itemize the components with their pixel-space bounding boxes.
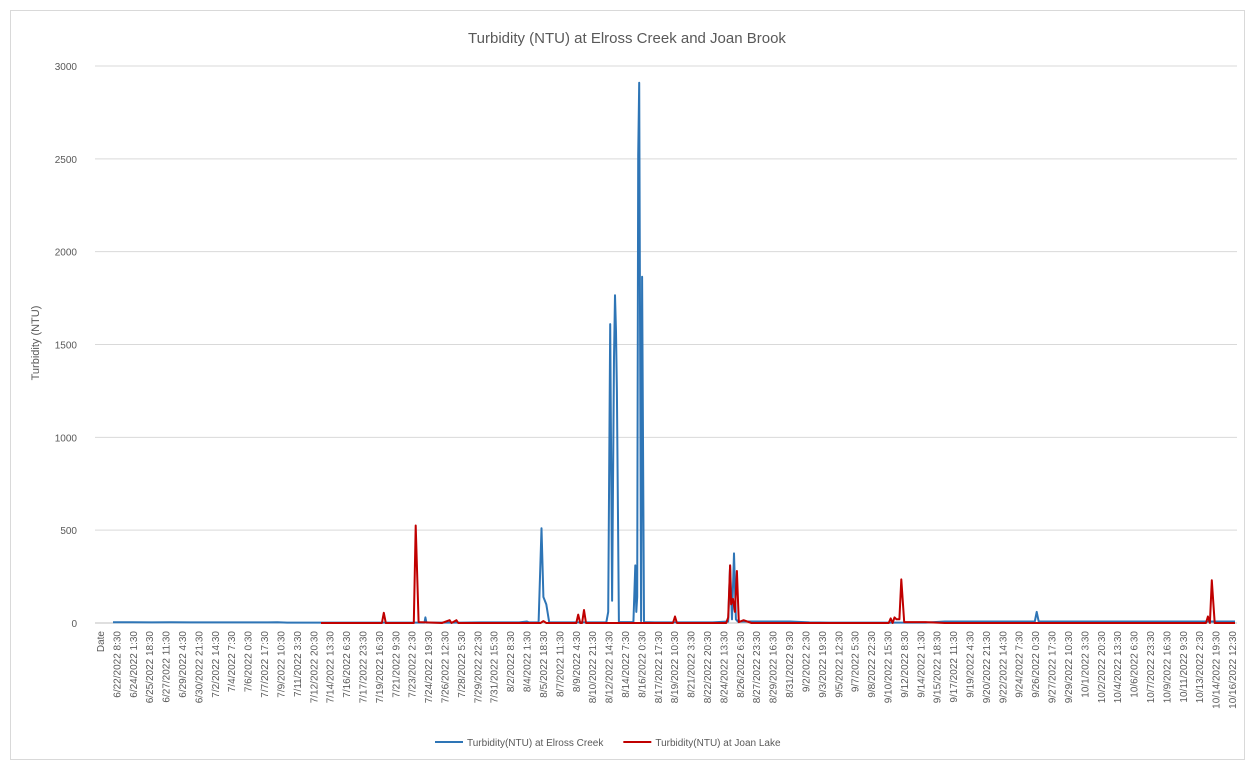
x-tick-label: 6/25/2022 18:30: [145, 631, 156, 704]
x-tick-label: 8/14/2022 7:30: [621, 631, 632, 698]
x-tick-label: 9/26/2022 0:30: [1031, 631, 1042, 698]
x-tick-label: 8/31/2022 9:30: [785, 631, 796, 698]
gridlines: [95, 65, 1237, 624]
x-tick-label: 7/2/2022 14:30: [211, 631, 222, 698]
x-tick-label: 10/9/2022 16:30: [1162, 631, 1173, 704]
x-tick-label: 7/29/2022 22:30: [473, 631, 484, 704]
x-tick-label: 7/19/2022 16:30: [375, 631, 386, 704]
x-tick-label: 8/12/2022 14:30: [605, 631, 616, 704]
chart-svg: Turbidity (NTU) at Elross Creek and Joan…: [30, 30, 1239, 749]
legend-label-0: Turbidity(NTU) at Elross Creek: [467, 738, 604, 749]
x-tick-label: 7/9/2022 10:30: [276, 631, 287, 698]
x-tick-label: 10/7/2022 23:30: [1146, 631, 1157, 704]
x-tick-label: 8/9/2022 4:30: [572, 631, 583, 693]
x-tick-label: 8/22/2022 20:30: [703, 631, 714, 704]
x-tick-label: 9/10/2022 15:30: [883, 631, 894, 704]
x-tick-label: 6/22/2022 8:30: [112, 631, 123, 698]
x-tick-label: 9/17/2022 11:30: [949, 631, 960, 703]
x-tick-label: 9/22/2022 14:30: [998, 631, 1009, 704]
chart-frame: Turbidity (NTU) at Elross Creek and Joan…: [10, 10, 1245, 760]
x-tick-label: 7/7/2022 17:30: [260, 631, 271, 698]
y-tick-label: 2500: [55, 155, 78, 166]
x-tick-label: 7/14/2022 13:30: [326, 631, 337, 704]
legend-label-1: Turbidity(NTU) at Joan Lake: [655, 738, 781, 749]
x-tick-label: 7/11/2022 3:30: [293, 631, 304, 697]
y-tick-label: 1500: [55, 341, 78, 352]
x-tick-label: 8/24/2022 13:30: [719, 631, 730, 704]
y-tick-label: 500: [60, 526, 77, 537]
x-tick-label: 7/24/2022 19:30: [424, 631, 435, 704]
x-tick-label: 9/7/2022 5:30: [851, 631, 862, 693]
x-tick-label: 6/30/2022 21:30: [194, 631, 205, 704]
x-tick-label: 7/12/2022 20:30: [309, 631, 320, 704]
y-tick-label: 0: [71, 619, 77, 630]
x-tick-label: 7/23/2022 2:30: [408, 631, 419, 698]
x-tick-label: 10/16/2022 12:30: [1228, 631, 1239, 709]
x-tick-label: 9/27/2022 17:30: [1048, 631, 1059, 704]
x-axis-first-label: Date: [96, 631, 107, 653]
x-tick-label: 9/2/2022 2:30: [801, 631, 812, 693]
x-tick-label: 8/29/2022 16:30: [769, 631, 780, 704]
x-tick-label: 9/12/2022 8:30: [900, 631, 911, 698]
series-line-0: [113, 81, 1235, 624]
x-tick-label: 7/4/2022 7:30: [227, 631, 238, 693]
series-layer: [113, 81, 1235, 624]
x-tick-label: 8/5/2022 18:30: [539, 631, 550, 698]
x-tick-label: 8/19/2022 10:30: [670, 631, 681, 704]
x-tick-label: 10/11/2022 9:30: [1179, 631, 1190, 703]
x-tick-label: 8/26/2022 6:30: [736, 631, 747, 698]
x-tick-label: 6/27/2022 11:30: [162, 631, 173, 703]
x-tick-label: 8/27/2022 23:30: [752, 631, 763, 704]
x-tick-label: 7/16/2022 6:30: [342, 631, 353, 698]
x-tick-label: 9/20/2022 21:30: [982, 631, 993, 704]
x-tick-label: 10/14/2022 19:30: [1212, 631, 1223, 709]
y-tick-label: 2000: [55, 248, 78, 259]
y-tick-label: 3000: [55, 62, 78, 73]
x-tick-label: 6/29/2022 4:30: [178, 631, 189, 698]
x-tick-label: 8/7/2022 11:30: [555, 631, 566, 697]
y-tick-label: 1000: [55, 433, 78, 444]
x-tick-label: 8/16/2022 0:30: [637, 631, 648, 698]
x-tick-label: 9/8/2022 22:30: [867, 631, 878, 698]
x-tick-label: 6/24/2022 1:30: [129, 631, 140, 698]
series-line-1: [321, 524, 1235, 624]
x-tick-label: 10/1/2022 3:30: [1080, 631, 1091, 698]
x-tick-label: 10/2/2022 20:30: [1097, 631, 1108, 704]
x-tick-label: 9/24/2022 7:30: [1015, 631, 1026, 698]
x-tick-labels: Date 6/22/2022 8:30 6/24/2022 1:30 6/25/202…: [96, 631, 1239, 709]
y-axis-label: Turbidity (NTU): [30, 306, 42, 381]
x-tick-label: 7/17/2022 23:30: [358, 631, 369, 704]
x-tick-label: 9/19/2022 4:30: [966, 631, 977, 698]
x-tick-label: 7/6/2022 0:30: [244, 631, 255, 693]
x-tick-label: 8/17/2022 17:30: [654, 631, 665, 704]
x-tick-label: 7/28/2022 5:30: [457, 631, 468, 698]
chart-title: Turbidity (NTU) at Elross Creek and Joan…: [468, 30, 786, 47]
x-tick-label: 10/4/2022 13:30: [1113, 631, 1124, 704]
x-tick-label: 9/14/2022 1:30: [916, 631, 927, 698]
x-tick-label: 9/29/2022 10:30: [1064, 631, 1075, 704]
x-tick-label: 7/31/2022 15:30: [490, 631, 501, 704]
legend: Turbidity(NTU) at Elross Creek Turbidity(…: [435, 738, 781, 749]
x-tick-label: 7/21/2022 9:30: [391, 631, 402, 698]
x-tick-label: 8/4/2022 1:30: [523, 631, 534, 693]
x-tick-label: 9/3/2022 19:30: [818, 631, 829, 698]
x-tick-label: 8/2/2022 8:30: [506, 631, 517, 693]
x-tick-label: 9/5/2022 12:30: [834, 631, 845, 698]
x-tick-label: 10/13/2022 2:30: [1195, 631, 1206, 704]
x-tick-label: 10/6/2022 6:30: [1130, 631, 1141, 698]
x-tick-label: 8/10/2022 21:30: [588, 631, 599, 704]
x-tick-label: 8/21/2022 3:30: [687, 631, 698, 698]
y-tick-labels: 0 500 1000 1500 2000 2500 3000: [55, 62, 78, 630]
x-tick-label: 7/26/2022 12:30: [441, 631, 452, 704]
x-tick-label: 9/15/2022 18:30: [933, 631, 944, 704]
